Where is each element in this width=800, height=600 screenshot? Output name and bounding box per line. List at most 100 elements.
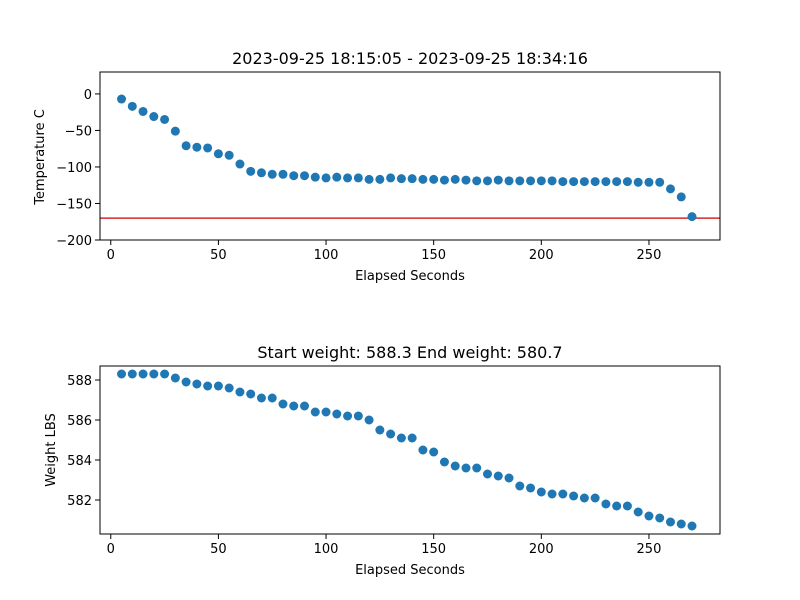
temperature-data-point <box>590 177 600 187</box>
temperature-data-point <box>665 184 675 194</box>
temperature-data-point <box>418 174 428 184</box>
temperature-data-point <box>192 142 202 152</box>
weight-data-point <box>256 393 266 403</box>
weight-data-point <box>504 473 514 483</box>
weight-data-point <box>203 381 213 391</box>
weight-x-axis-label: Elapsed Seconds <box>355 563 465 578</box>
weight-data-point <box>590 493 600 503</box>
temperature-data-point <box>676 192 686 202</box>
weight-data-point <box>601 499 611 509</box>
weight-subplot: Start weight: 588.3 End weight: 580.7 El… <box>44 343 721 578</box>
weight-data-point <box>278 399 288 409</box>
temperature-data-point <box>407 174 417 184</box>
temperature-data-point <box>601 177 611 187</box>
weight-data-point <box>213 381 223 391</box>
temperature-data-point <box>579 177 589 187</box>
weight-data-point <box>665 517 675 527</box>
weight-data-point <box>612 501 622 511</box>
weight-x-tick-label: 250 <box>637 542 662 557</box>
weight-data-point <box>676 519 686 529</box>
temperature-data-point <box>386 173 396 183</box>
temperature-data-points <box>100 94 720 222</box>
temperature-data-point <box>332 172 342 182</box>
temperature-data-point <box>536 176 546 186</box>
weight-data-point <box>493 471 503 481</box>
temperature-data-point <box>246 166 256 176</box>
temperature-data-point <box>127 101 137 111</box>
temperature-data-point <box>224 150 234 160</box>
weight-data-point <box>526 483 536 493</box>
temperature-data-point <box>526 176 536 186</box>
weight-data-point <box>472 463 482 473</box>
weight-data-point <box>353 411 363 421</box>
weight-data-point <box>138 369 148 379</box>
weight-data-point <box>450 461 460 471</box>
weight-plot-frame <box>99 365 721 535</box>
weight-data-point <box>127 369 137 379</box>
temperature-data-point <box>429 174 439 184</box>
temperature-data-point <box>278 169 288 179</box>
weight-data-point <box>289 401 299 411</box>
temperature-data-point <box>472 176 482 186</box>
weight-data-point <box>321 407 331 417</box>
temperature-data-point <box>213 149 223 159</box>
temperature-data-point <box>375 174 385 184</box>
weight-data-point <box>364 415 374 425</box>
weight-data-point <box>332 409 342 419</box>
temperature-data-point <box>493 175 503 185</box>
weight-axis-ticks: 0 50 100 150 200 250 582 584 586 588 <box>67 374 661 557</box>
temperature-data-point <box>364 174 374 184</box>
weight-x-tick-label: 100 <box>314 542 339 557</box>
temperature-x-tick-label: 150 <box>421 248 446 263</box>
weight-data-point <box>267 393 277 403</box>
weight-data-point <box>687 521 697 531</box>
weight-y-tick-label: 588 <box>67 374 92 389</box>
weight-data-point <box>483 469 492 479</box>
weight-data-point <box>160 369 170 379</box>
weight-data-point <box>300 401 310 411</box>
temperature-data-point <box>203 143 213 153</box>
temperature-data-point <box>655 177 665 187</box>
temperature-data-point <box>547 176 557 186</box>
weight-x-tick-label: 0 <box>107 542 115 557</box>
weight-data-point <box>558 489 568 499</box>
temperature-data-point <box>235 159 245 169</box>
temperature-data-point <box>450 174 460 184</box>
weight-data-point <box>622 501 632 511</box>
temperature-data-point <box>644 177 654 187</box>
temperature-data-point <box>343 173 353 183</box>
weight-data-point <box>170 373 180 383</box>
temperature-y-tick-label: −200 <box>56 234 92 249</box>
temperature-x-tick-label: 100 <box>314 248 339 263</box>
weight-data-point <box>569 491 579 501</box>
weight-data-point <box>536 487 546 497</box>
weight-data-point <box>396 433 406 443</box>
temperature-data-point <box>160 114 170 124</box>
weight-y-axis-label: Weight LBS <box>44 413 59 487</box>
weight-data-point <box>375 425 385 435</box>
temperature-data-point <box>117 94 127 104</box>
weight-data-point <box>461 463 471 473</box>
temperature-x-axis-label: Elapsed Seconds <box>355 269 465 284</box>
temperature-data-point <box>504 176 514 186</box>
temperature-data-point <box>396 174 406 184</box>
weight-data-point <box>644 511 654 521</box>
weight-data-point <box>192 379 202 389</box>
weight-data-point <box>579 493 589 503</box>
temperature-data-point <box>170 126 180 136</box>
weight-x-tick-label: 200 <box>529 542 554 557</box>
weight-data-point <box>235 387 245 397</box>
temperature-x-tick-label: 0 <box>107 248 115 263</box>
weight-data-point <box>310 407 320 417</box>
weight-data-point <box>181 377 191 387</box>
weight-data-point <box>224 383 234 393</box>
temperature-y-axis-label: Temperature C <box>33 109 48 206</box>
weight-data-point <box>343 411 353 421</box>
weight-data-point <box>246 389 256 399</box>
temperature-x-tick-label: 250 <box>637 248 662 263</box>
temperature-data-point <box>289 171 299 181</box>
weight-data-point <box>407 433 417 443</box>
temperature-data-point <box>483 176 492 186</box>
